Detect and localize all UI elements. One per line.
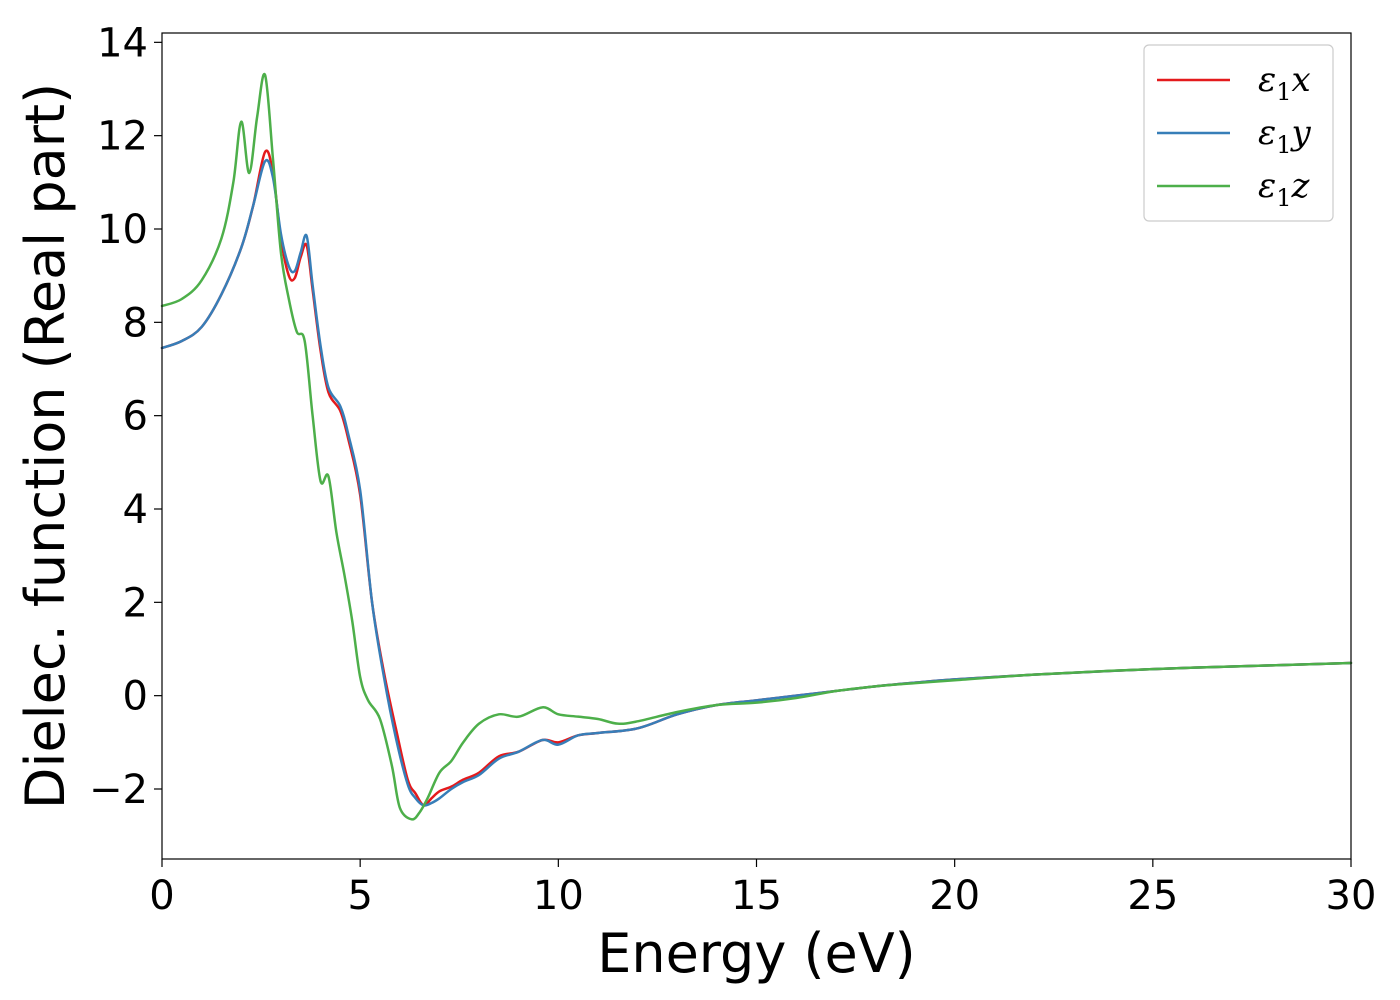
y-tick-label: −2	[89, 767, 148, 813]
x-tick-label: 30	[1326, 873, 1377, 919]
legend: ε1x ε1y ε1z	[1143, 44, 1334, 222]
series-line-z	[160, 72, 1353, 821]
y-tick-label: 12	[97, 114, 148, 160]
y-tick-label: 14	[97, 20, 148, 66]
x-tick-label: 25	[1127, 873, 1178, 919]
x-tick-label: 15	[731, 873, 782, 919]
legend-entry-z: ε1z	[1258, 166, 1311, 212]
ticks-layer: 0 5 10 15 20 25 30 −2 0 2 4 6 8 10 12 14	[89, 20, 1376, 919]
y-tick-label: 6	[123, 394, 148, 440]
y-tick-label: 10	[97, 207, 148, 253]
x-tick-label: 0	[149, 873, 174, 919]
y-tick-label: 0	[123, 674, 148, 720]
series-layer	[160, 72, 1353, 821]
x-tick-label: 20	[929, 873, 980, 919]
y-tick-label: 4	[123, 487, 148, 533]
y-tick-label: 8	[123, 300, 148, 346]
legend-entry-y: ε1y	[1258, 113, 1312, 159]
x-tick-label: 5	[347, 873, 372, 919]
y-axis-label: Dielec. function (Real part)	[14, 83, 77, 809]
x-tick-label: 10	[533, 873, 584, 919]
legend-box	[1143, 44, 1334, 222]
legend-entry-x: ε1x	[1258, 60, 1311, 106]
x-axis-label: Energy (eV)	[597, 922, 916, 985]
y-tick-label: 2	[123, 580, 148, 626]
